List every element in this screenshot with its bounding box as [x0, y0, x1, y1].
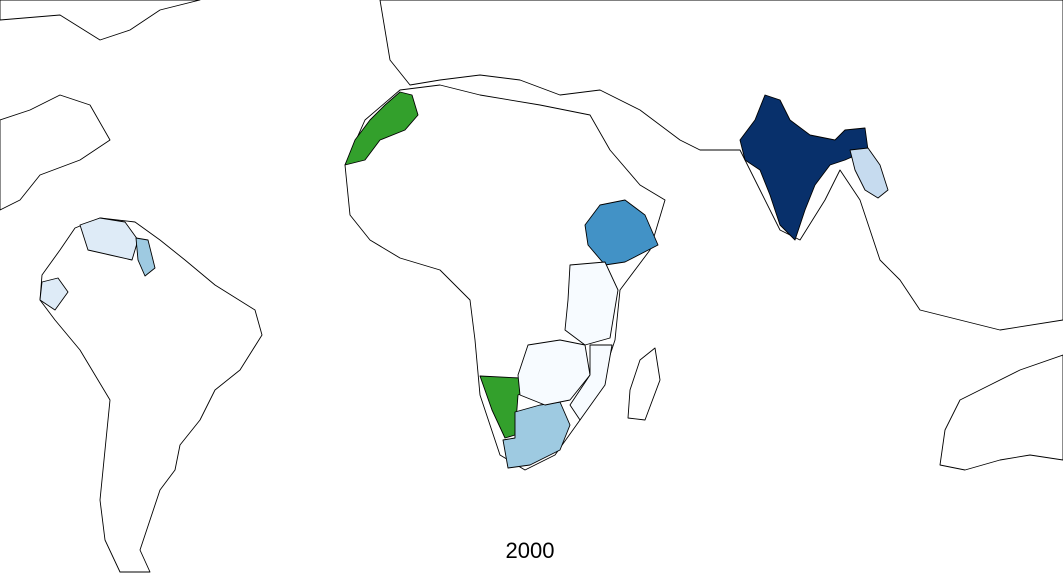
shaded-countries	[39, 91, 889, 469]
region-palest-1	[564, 261, 619, 346]
region-light-blue-east	[849, 147, 889, 199]
region-pale-1	[79, 217, 139, 261]
region-light-blue-west	[135, 237, 156, 277]
north-america	[0, 0, 201, 211]
region-palest-2	[517, 339, 591, 406]
south-america	[39, 217, 263, 573]
eurasia	[379, 0, 1063, 331]
australia	[939, 354, 1063, 471]
madagascar	[627, 347, 661, 421]
region-green-north	[344, 91, 419, 166]
region-pale-2	[39, 277, 69, 311]
map-caption: 2000	[506, 538, 555, 563]
region-mid-blue	[584, 199, 659, 266]
region-palest-3	[569, 344, 613, 421]
